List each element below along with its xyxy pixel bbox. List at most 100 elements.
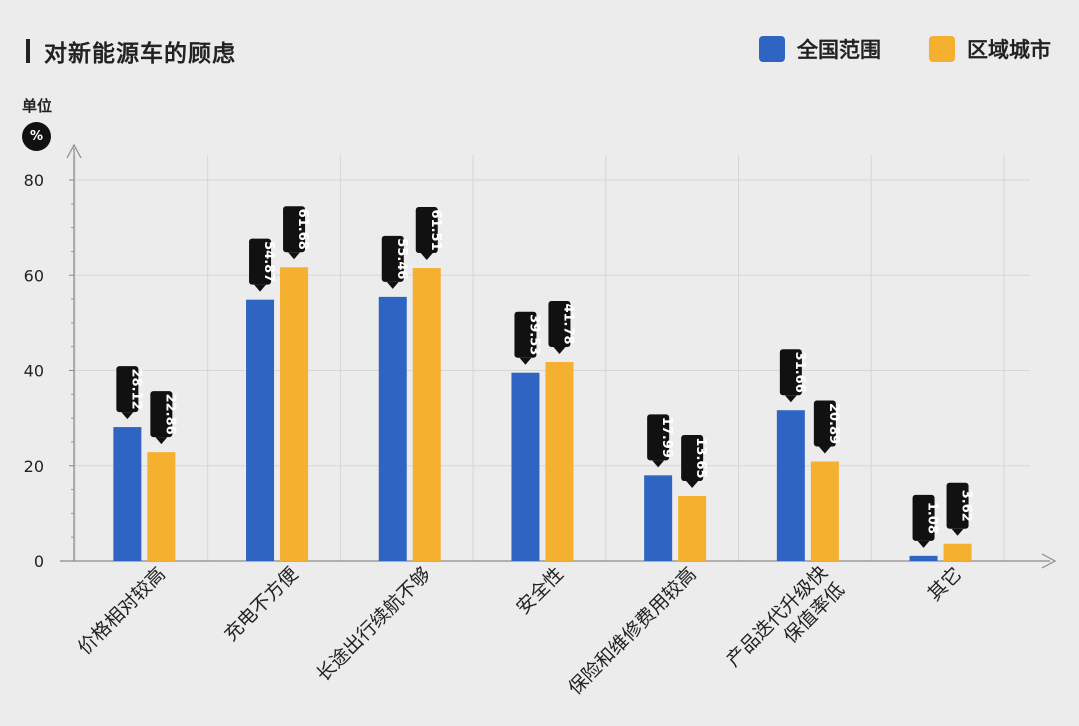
y-tick-label: 40	[24, 362, 44, 381]
data-label-pointer	[386, 281, 399, 289]
x-category-label: 其它	[924, 563, 966, 605]
data-label-value: 61.51	[428, 209, 443, 250]
title-accent-bar	[26, 39, 30, 63]
bar-national	[776, 410, 805, 561]
data-label-callout: 28.12	[116, 366, 143, 420]
bar-national	[511, 372, 540, 561]
data-label-box	[283, 206, 306, 253]
data-label-pointer	[121, 412, 134, 420]
data-label-callout: 13.65	[681, 434, 708, 488]
data-label-box	[150, 391, 173, 438]
chart-title-block: 对新能源车的顾虑	[26, 34, 236, 68]
data-label-callout: 61.51	[415, 207, 443, 261]
data-label-box	[813, 400, 836, 447]
data-label-callout: 22.86	[150, 391, 177, 445]
legend: 全国范围 区域城市	[711, 34, 1051, 64]
data-label-callout: 20.89	[813, 400, 841, 454]
x-category-label: 安全性	[512, 563, 568, 619]
data-label-pointer	[519, 357, 532, 365]
data-label-callout: 55.46	[381, 235, 409, 289]
data-label-pointer	[155, 437, 168, 445]
bar-regional	[545, 362, 574, 561]
data-label-value: 22.86	[162, 394, 177, 435]
bar-regional	[280, 267, 309, 561]
data-label-callout: 31.66	[779, 349, 807, 403]
data-label-value: 61.68	[295, 209, 310, 250]
data-label-pointer	[288, 252, 301, 260]
x-category-label-line: 其它	[924, 563, 966, 605]
data-label-pointer	[951, 528, 964, 536]
x-category-label: 保险和维修费用较高	[564, 563, 700, 699]
bar-national	[378, 296, 407, 561]
chart-title: 对新能源车的顾虑	[44, 41, 236, 67]
bar-regional	[810, 461, 839, 561]
data-label-box	[116, 366, 139, 413]
data-label-pointer	[784, 395, 797, 403]
x-category-label-line: 充电不方便	[220, 563, 303, 646]
data-label-pointer	[818, 446, 831, 454]
data-label-value: 17.99	[659, 417, 674, 458]
bar-national	[113, 427, 142, 561]
data-label-value: 13.65	[693, 437, 708, 478]
data-label-box	[779, 349, 802, 396]
data-label-pointer	[652, 460, 665, 468]
bar-national	[246, 299, 275, 561]
data-label-callout: 17.99	[647, 414, 674, 468]
data-label-box	[415, 207, 438, 254]
data-label-callout: 1.08	[912, 494, 940, 548]
data-label-callout: 39.53	[514, 311, 541, 365]
data-label-value: 3.62	[959, 490, 974, 522]
data-label-value: 1.08	[925, 502, 940, 534]
data-label-callout: 61.68	[283, 206, 310, 260]
legend-item-national: 全国范围	[759, 34, 881, 64]
bar-regional	[147, 452, 176, 561]
x-category-label: 产品迭代升级快保值率低	[722, 562, 849, 689]
data-label-pointer	[553, 347, 566, 355]
bar-regional	[678, 495, 707, 561]
x-category-label: 长途出行续航不够	[312, 563, 435, 686]
legend-swatch-regional	[929, 36, 955, 62]
data-label-box	[647, 414, 670, 461]
bar-national	[909, 555, 938, 561]
x-axis-arrow	[1041, 553, 1057, 569]
x-category-label-line: 安全性	[512, 563, 568, 619]
data-label-callout: 54.87	[249, 238, 276, 292]
y-tick-label: 0	[34, 552, 44, 571]
data-label-pointer	[917, 540, 930, 548]
data-label-pointer	[686, 480, 699, 488]
legend-swatch-national	[759, 36, 785, 62]
y-tick-label: 60	[24, 266, 44, 285]
data-label-box	[681, 434, 704, 481]
x-category-label-line: 保险和维修费用较高	[564, 563, 700, 699]
y-tick-label: 80	[24, 171, 44, 190]
data-label-value: 31.66	[792, 352, 807, 393]
x-category-label: 价格相对较高	[74, 563, 170, 659]
data-label-value: 41.78	[560, 303, 575, 344]
data-label-pointer	[420, 253, 433, 261]
y-tick-label: 20	[24, 457, 44, 476]
data-label-box	[548, 301, 571, 348]
data-label-box	[249, 238, 272, 285]
bar-regional	[943, 543, 972, 561]
y-axis-arrow	[66, 143, 82, 159]
data-label-box	[912, 494, 935, 541]
x-category-label-line: 价格相对较高	[74, 563, 170, 659]
data-label-box	[514, 311, 537, 358]
data-label-pointer	[254, 284, 267, 292]
data-label-box	[946, 482, 969, 529]
x-category-label: 充电不方便	[220, 563, 303, 646]
x-category-label-line: 长途出行续航不够	[312, 563, 435, 686]
legend-item-regional: 区域城市	[929, 34, 1051, 64]
data-label-box	[381, 235, 404, 282]
data-label-value: 39.53	[526, 314, 541, 355]
legend-label-regional: 区域城市	[967, 38, 1051, 62]
data-label-value: 28.12	[128, 369, 143, 410]
unit-label: 单位	[22, 97, 53, 115]
bar-national	[644, 475, 673, 561]
unit-percent-badge: %	[22, 122, 51, 151]
data-label-callout: 3.62	[946, 482, 974, 536]
legend-label-national: 全国范围	[797, 38, 881, 62]
data-label-value: 55.46	[394, 238, 409, 279]
data-label-value: 20.89	[826, 403, 841, 444]
